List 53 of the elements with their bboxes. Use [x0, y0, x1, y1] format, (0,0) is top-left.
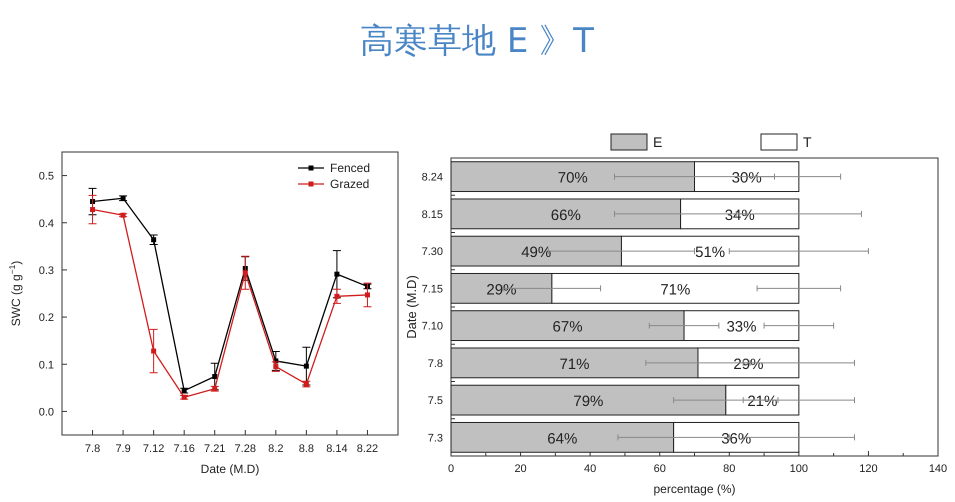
x-tick-label: 60 [654, 463, 666, 475]
legend-label: Grazed [330, 177, 370, 191]
y-tick-label: 7.15 [422, 283, 443, 296]
legend-label: E [653, 134, 662, 150]
legend-label: T [803, 134, 812, 150]
y-tick-label: 7.5 [428, 395, 443, 408]
data-label: 36% [721, 430, 752, 448]
x-tick-label: 0 [448, 463, 454, 475]
y-tick-label: 0.4 [38, 218, 54, 230]
x-tick-label: 20 [514, 463, 527, 475]
legend-label: Fenced [330, 161, 370, 175]
x-tick-label: 8.14 [326, 443, 348, 455]
x-tick-label: 7.9 [115, 443, 131, 455]
data-label: 51% [695, 244, 726, 262]
y-axis-title: Date (M.D) [404, 275, 419, 339]
x-tick-label: 8.22 [356, 443, 378, 455]
x-tick-label: 140 [928, 463, 948, 475]
x-tick-label: 120 [859, 463, 878, 475]
data-label: 67% [552, 318, 583, 336]
x-tick-label: 7.12 [142, 443, 164, 455]
x-axis-title: Date (M.D) [200, 462, 260, 476]
y-tick-label: 0.5 [38, 170, 54, 183]
data-label: 71% [660, 281, 690, 298]
x-tick-label: 40 [584, 463, 596, 475]
x-tick-label: 100 [790, 463, 808, 475]
y-tick-label: 7.3 [428, 432, 443, 444]
data-label: 70% [558, 170, 588, 187]
text: 高寒草地 E 》T [360, 21, 594, 61]
data-label: 21% [747, 393, 778, 410]
y-tick-label: 7.10 [422, 320, 443, 333]
data-label: 64% [547, 430, 578, 448]
x-tick-label: 8.8 [298, 443, 314, 455]
data-label: 49% [521, 244, 552, 262]
y-tick-label: 8.15 [422, 208, 443, 221]
data-label: 33% [726, 318, 756, 336]
y-tick-label: 0.3 [38, 264, 54, 277]
y-tick-label: 0.0 [38, 406, 54, 418]
data-label: 29% [486, 281, 516, 298]
data-label: 66% [550, 206, 581, 224]
x-tick-label: 8.2 [268, 443, 284, 455]
x-tick-label: 7.28 [234, 443, 256, 455]
y-tick-label: 7.30 [422, 246, 443, 258]
x-tick-label: 7.8 [84, 443, 100, 455]
data-label: 79% [573, 393, 604, 410]
y-tick-label: 7.8 [428, 358, 443, 370]
y-tick-label: 0.1 [38, 359, 54, 372]
x-axis-title: percentage (%) [653, 482, 736, 496]
y-tick-label: 8.24 [422, 172, 443, 184]
x-tick-label: 80 [723, 463, 736, 475]
y-tick-label: 0.2 [38, 312, 54, 324]
data-label: 71% [559, 356, 590, 373]
x-tick-label: 7.16 [173, 443, 195, 455]
x-tick-label: 7.21 [204, 443, 226, 455]
